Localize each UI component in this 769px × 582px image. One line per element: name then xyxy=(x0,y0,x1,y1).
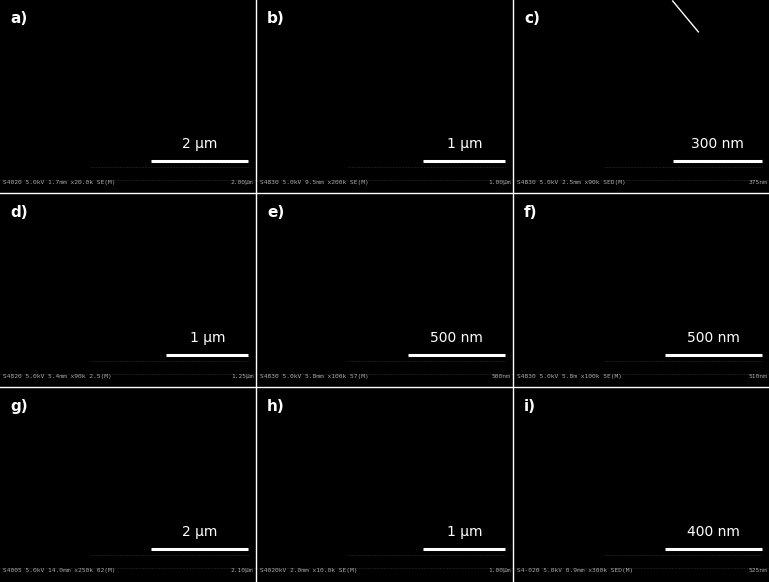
Text: 1 μm: 1 μm xyxy=(447,137,482,151)
Text: 400 nm: 400 nm xyxy=(687,524,740,538)
Text: S4830 5.0kV 9.5mm x200k SE(M): S4830 5.0kV 9.5mm x200k SE(M) xyxy=(260,180,368,186)
Text: 1 μm: 1 μm xyxy=(190,331,225,345)
Text: S4820 5.0kV 5.4mm x90k 2.5(M): S4820 5.0kV 5.4mm x90k 2.5(M) xyxy=(2,374,112,379)
Text: e): e) xyxy=(268,205,285,219)
Text: 300 nm: 300 nm xyxy=(691,137,744,151)
Text: S4-020 5.0kV 0.9mm x300k SED(M): S4-020 5.0kV 0.9mm x300k SED(M) xyxy=(517,569,633,573)
Text: 1.25μm: 1.25μm xyxy=(231,374,254,379)
Text: g): g) xyxy=(10,399,28,414)
Text: f): f) xyxy=(524,205,538,219)
Text: 510nm: 510nm xyxy=(749,374,767,379)
Text: S4830 5.0kV 2.5mm x90k SED(M): S4830 5.0kV 2.5mm x90k SED(M) xyxy=(517,180,625,186)
Text: i): i) xyxy=(524,399,536,414)
Text: b): b) xyxy=(268,10,285,26)
Text: S4020kV 2.0mm x10.0k SE(M): S4020kV 2.0mm x10.0k SE(M) xyxy=(260,569,357,573)
Text: 500nm: 500nm xyxy=(491,374,511,379)
Text: 2 μm: 2 μm xyxy=(182,524,218,538)
Text: 1 μm: 1 μm xyxy=(447,524,482,538)
Text: 2.10μm: 2.10μm xyxy=(231,569,254,573)
Text: 1.00μm: 1.00μm xyxy=(488,180,511,186)
Text: h): h) xyxy=(268,399,285,414)
Text: 2 μm: 2 μm xyxy=(182,137,218,151)
Text: 500 nm: 500 nm xyxy=(430,331,483,345)
Text: 375nm: 375nm xyxy=(749,180,767,186)
Text: S4830 5.0kV 5.8m x100k 5E(M): S4830 5.0kV 5.8m x100k 5E(M) xyxy=(517,374,621,379)
Text: S4830 5.0kV 5.8mm x100k 57(M): S4830 5.0kV 5.8mm x100k 57(M) xyxy=(260,374,368,379)
Text: c): c) xyxy=(524,10,540,26)
Text: 525nm: 525nm xyxy=(749,569,767,573)
Text: 1.00μm: 1.00μm xyxy=(488,569,511,573)
Text: d): d) xyxy=(10,205,28,219)
Text: a): a) xyxy=(10,10,28,26)
Text: 500 nm: 500 nm xyxy=(687,331,740,345)
Text: 2.00μm: 2.00μm xyxy=(231,180,254,186)
Text: S4020 5.0kV 1.7mm x20.0k SE(M): S4020 5.0kV 1.7mm x20.0k SE(M) xyxy=(2,180,115,186)
Text: S4005 5.0kV 14.0mm x250k 02(M): S4005 5.0kV 14.0mm x250k 02(M) xyxy=(2,569,115,573)
